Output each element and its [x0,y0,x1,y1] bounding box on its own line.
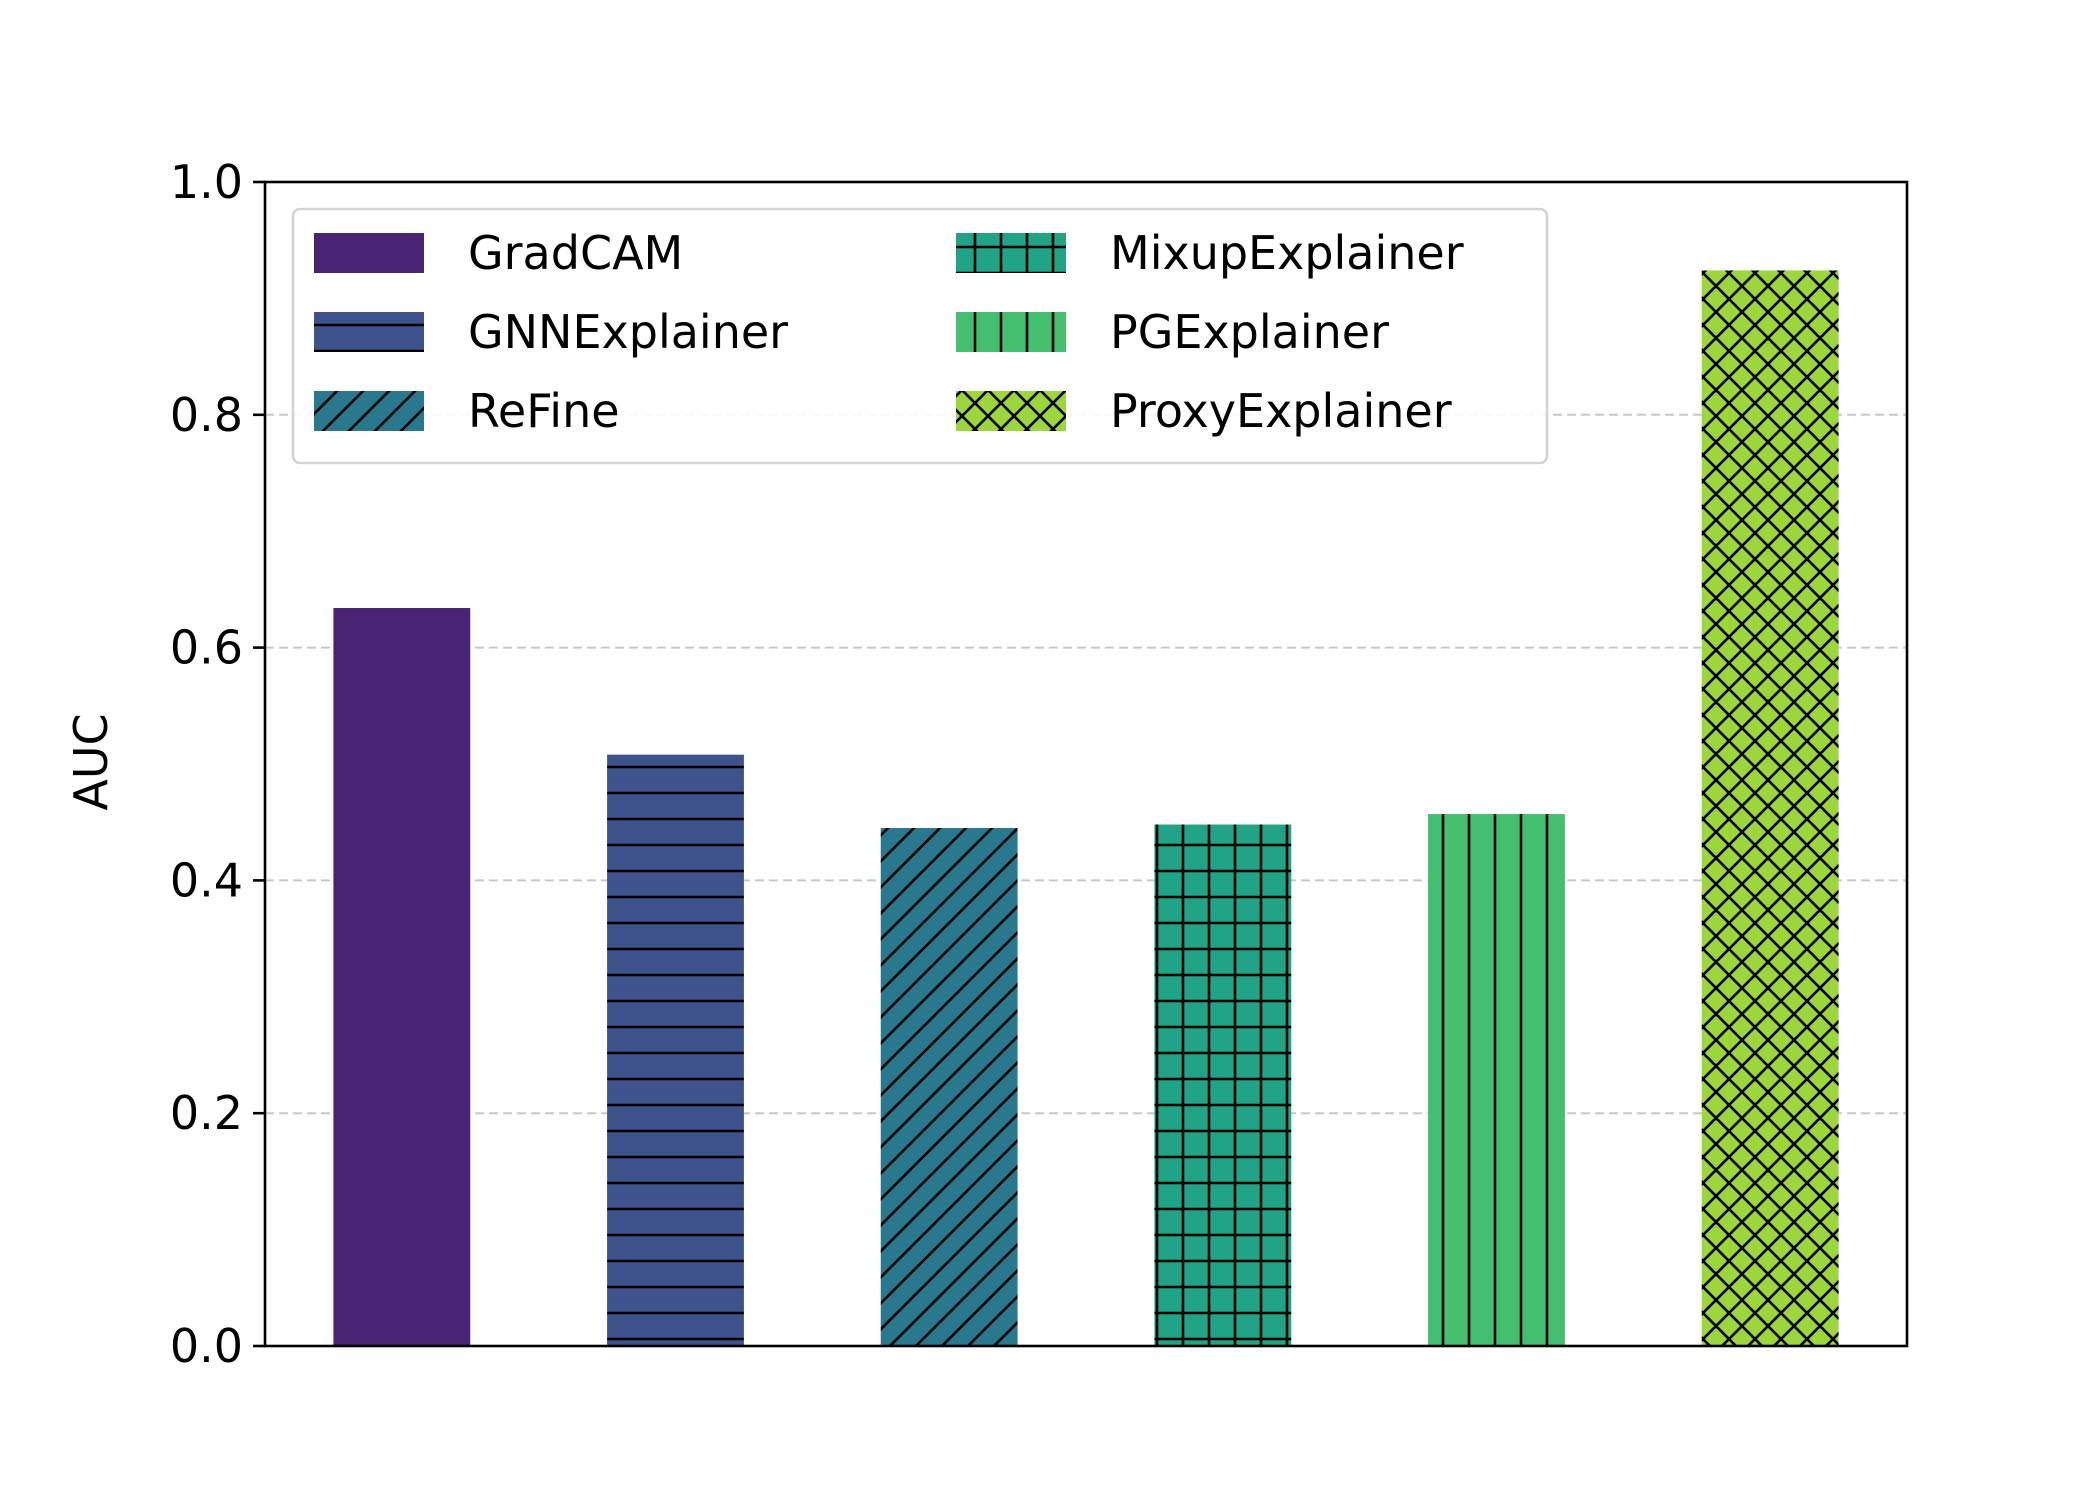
plot-frame [263,180,1909,1348]
legend-swatch-gnnexplainer [314,312,424,352]
y-tick-label: 0.4 [170,853,243,907]
bar-pgexplainer [1428,814,1565,1346]
legend-swatch-pgexplainer [956,312,1066,352]
y-tick-label: 0.2 [170,1086,243,1140]
legend-box [291,207,1549,465]
legend-label-refine: ReFine [468,384,620,438]
y-axis-label: AUC [64,713,118,810]
bar-gradcam [333,608,471,1346]
legend-swatch-gradcam [314,233,424,273]
legend-swatch-refine [314,391,424,431]
y-tick-label: 0.6 [170,621,243,675]
bar-refine [880,828,1018,1346]
legend-swatch-mixupexplainer [956,233,1066,273]
legend-label-proxyexplainer: ProxyExplainer [1110,384,1452,438]
y-tick-label: 0.0 [170,1319,243,1373]
legend-label-gradcam: GradCAM [468,226,683,280]
bar-gnnexplainer [607,754,744,1346]
axes: 0.0 0.2 0.4 0.6 0.8 1.0 [170,155,1909,1373]
bars [333,270,1839,1346]
legend-label-pgexplainer: PGExplainer [1110,305,1389,359]
legend-swatch-proxyexplainer [956,391,1066,431]
legend: GradCAM GNNExplainer ReFine MixupExplainer P… [291,207,1549,465]
bar-proxyexplainer [1701,270,1839,1346]
y-tick-label: 0.8 [170,388,243,442]
y-tick-label: 1.0 [170,155,243,209]
legend-label-mixupexplainer: MixupExplainer [1110,226,1464,280]
legend-label-gnnexplainer: GNNExplainer [468,305,788,359]
bar-mixupexplainer [1154,824,1292,1346]
